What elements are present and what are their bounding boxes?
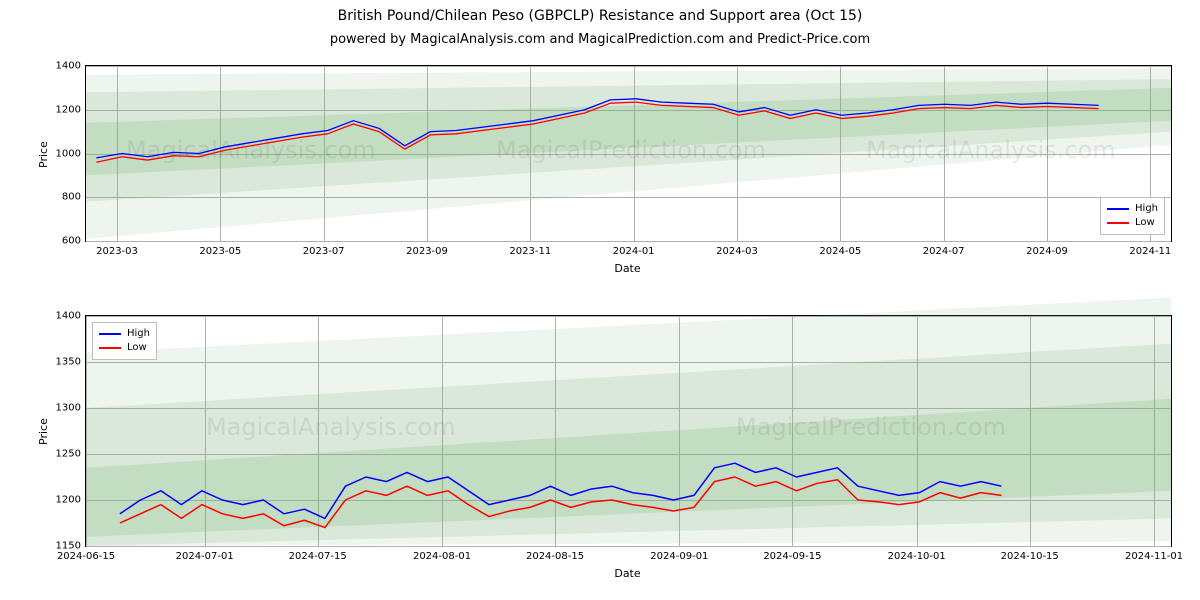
y-tick-label: 600 bbox=[62, 236, 86, 247]
legend-label-low: Low bbox=[127, 341, 147, 355]
x-tick-label: 2024-07 bbox=[923, 241, 965, 257]
price-panel-full: 6008001000120014002023-032023-052023-072… bbox=[85, 65, 1172, 242]
x-tick-label: 2024-07-15 bbox=[289, 546, 347, 562]
price-series-svg bbox=[86, 316, 1171, 546]
x-axis-label-2: Date bbox=[85, 567, 1170, 580]
chart-subtitle: powered by MagicalAnalysis.com and Magic… bbox=[0, 32, 1200, 47]
x-tick-label: 2023-07 bbox=[303, 241, 345, 257]
legend-box: HighLow bbox=[92, 322, 157, 360]
legend-box: HighLow bbox=[1100, 197, 1165, 235]
x-tick-label: 2024-06-15 bbox=[57, 546, 115, 562]
chart-title: British Pound/Chilean Peso (GBPCLP) Resi… bbox=[0, 8, 1200, 24]
low-series-line bbox=[96, 102, 1098, 162]
x-tick-label: 2024-09-15 bbox=[763, 546, 821, 562]
legend-item-low: Low bbox=[1107, 216, 1158, 230]
x-tick-label: 2023-03 bbox=[96, 241, 138, 257]
legend-item-low: Low bbox=[99, 341, 150, 355]
x-tick-label: 2024-05 bbox=[819, 241, 861, 257]
legend-swatch-low bbox=[1107, 222, 1129, 224]
x-tick-label: 2024-08-01 bbox=[413, 546, 471, 562]
y-tick-label: 1300 bbox=[56, 403, 86, 414]
legend-item-high: High bbox=[99, 327, 150, 341]
x-tick-label: 2024-09-01 bbox=[650, 546, 708, 562]
y-tick-label: 1200 bbox=[56, 104, 86, 115]
y-tick-label: 800 bbox=[62, 192, 86, 203]
legend-label-high: High bbox=[127, 327, 150, 341]
x-tick-label: 2024-10-01 bbox=[888, 546, 946, 562]
y-tick-label: 1400 bbox=[56, 311, 86, 322]
x-tick-label: 2024-11-01 bbox=[1125, 546, 1183, 562]
high-series-line bbox=[120, 463, 1002, 518]
x-axis-label-1: Date bbox=[85, 262, 1170, 275]
legend-swatch-high bbox=[99, 333, 121, 335]
price-panel-zoom: 1150120012501300135014002024-06-152024-0… bbox=[85, 315, 1172, 547]
x-tick-label: 2024-07-01 bbox=[176, 546, 234, 562]
x-tick-label: 2024-01 bbox=[613, 241, 655, 257]
y-axis-label-1: Price bbox=[37, 141, 50, 168]
x-tick-label: 2023-09 bbox=[406, 241, 448, 257]
y-tick-label: 1200 bbox=[56, 495, 86, 506]
x-tick-label: 2023-05 bbox=[199, 241, 241, 257]
y-axis-label-2: Price bbox=[37, 418, 50, 445]
x-tick-label: 2024-11 bbox=[1129, 241, 1171, 257]
x-tick-label: 2024-10-15 bbox=[1001, 546, 1059, 562]
price-series-svg bbox=[86, 66, 1171, 241]
y-tick-label: 1350 bbox=[56, 357, 86, 368]
y-tick-label: 1400 bbox=[56, 61, 86, 72]
legend-label-low: Low bbox=[1135, 216, 1155, 230]
legend-item-high: High bbox=[1107, 202, 1158, 216]
x-tick-label: 2023-11 bbox=[509, 241, 551, 257]
chart-container: British Pound/Chilean Peso (GBPCLP) Resi… bbox=[0, 0, 1200, 600]
legend-label-high: High bbox=[1135, 202, 1158, 216]
legend-swatch-low bbox=[99, 347, 121, 349]
y-tick-label: 1250 bbox=[56, 449, 86, 460]
legend-swatch-high bbox=[1107, 208, 1129, 210]
x-tick-label: 2024-09 bbox=[1026, 241, 1068, 257]
x-tick-label: 2024-08-15 bbox=[526, 546, 584, 562]
y-tick-label: 1000 bbox=[56, 148, 86, 159]
x-tick-label: 2024-03 bbox=[716, 241, 758, 257]
